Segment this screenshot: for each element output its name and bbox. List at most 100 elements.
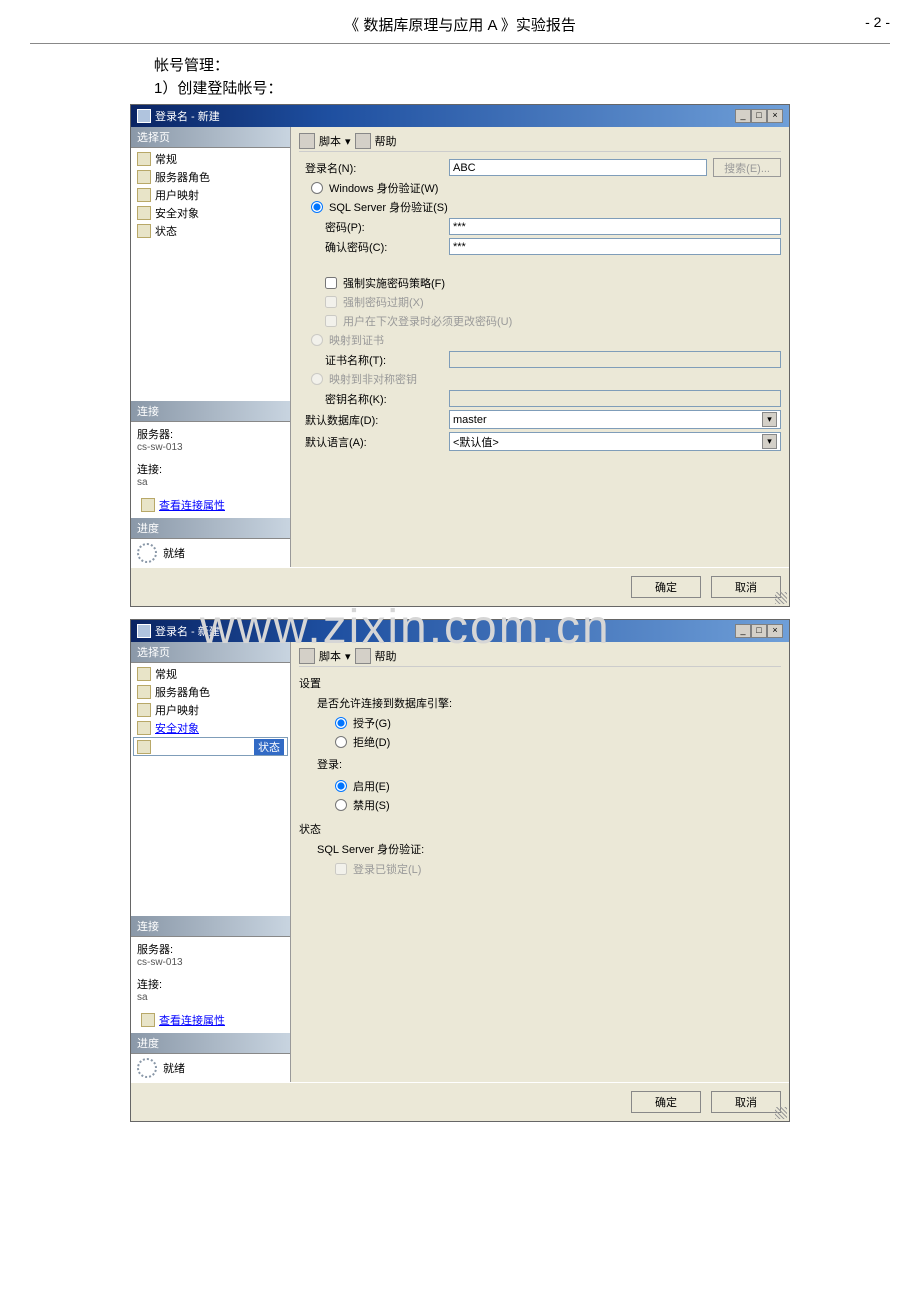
page-icon	[137, 740, 151, 754]
sidebar-header-select: 选择页	[131, 642, 290, 663]
auth-sql-radio[interactable]: SQL Server 身份验证(S)	[299, 199, 781, 215]
page-number: - 2 -	[865, 14, 890, 30]
progress-icon	[137, 543, 157, 563]
script-button[interactable]: 脚本	[319, 648, 341, 664]
resize-grip[interactable]	[775, 592, 787, 604]
titlebar[interactable]: 登录名 - 新建 _ □ ×	[131, 620, 789, 642]
app-icon	[137, 624, 151, 638]
map-key-radio: 映射到非对称密钥	[299, 371, 781, 387]
page-title: 《 数据库原理与应用 A 》实验报告	[344, 17, 576, 34]
connection-label: 连接:	[137, 976, 284, 992]
sidebar-item-status[interactable]: 状态	[133, 222, 288, 240]
must-change-checkbox: 用户在下次登录时必须更改密码(U)	[299, 313, 781, 329]
confirm-password-input[interactable]	[449, 238, 781, 255]
help-button[interactable]: 帮助	[375, 133, 397, 149]
close-button[interactable]: ×	[767, 109, 783, 123]
cert-name-input	[449, 351, 781, 368]
link-icon	[141, 1013, 155, 1027]
sidebar-item-securables[interactable]: 安全对象	[133, 204, 288, 222]
link-icon	[141, 498, 155, 512]
sql-auth-label: SQL Server 身份验证:	[299, 841, 781, 857]
sidebar-item-server-roles[interactable]: 服务器角色	[133, 168, 288, 186]
sidebar-item-user-mapping[interactable]: 用户映射	[133, 186, 288, 204]
close-button[interactable]: ×	[767, 624, 783, 638]
status-heading: 状态	[299, 821, 781, 837]
progress-status: 就绪	[163, 545, 185, 561]
script-icon	[299, 648, 315, 664]
sidebar-item-server-roles[interactable]: 服务器角色	[133, 683, 288, 701]
server-label: 服务器:	[137, 426, 284, 442]
enforce-policy-checkbox[interactable]: 强制实施密码策略(F)	[299, 275, 781, 291]
page-icon	[137, 206, 151, 220]
cancel-button[interactable]: 取消	[711, 1091, 781, 1113]
confirm-password-label: 确认密码(C):	[299, 239, 449, 255]
default-db-select[interactable]: master▾	[449, 410, 781, 429]
chevron-down-icon: ▾	[762, 434, 777, 449]
connection-label: 连接:	[137, 461, 284, 477]
map-cert-radio: 映射到证书	[299, 332, 781, 348]
connection-value: sa	[137, 477, 284, 488]
help-button[interactable]: 帮助	[375, 648, 397, 664]
minimize-button[interactable]: _	[735, 109, 751, 123]
script-icon	[299, 133, 315, 149]
page-icon	[137, 685, 151, 699]
app-icon	[137, 109, 151, 123]
server-value: cs-sw-013	[137, 442, 284, 453]
page-icon	[137, 703, 151, 717]
ok-button[interactable]: 确定	[631, 1091, 701, 1113]
help-icon	[355, 648, 371, 664]
password-label: 密码(P):	[299, 219, 449, 235]
titlebar[interactable]: 登录名 - 新建 _ □ ×	[131, 105, 789, 127]
grant-radio[interactable]: 授予(G)	[299, 715, 781, 731]
section-subheading: 1）创建登陆帐号：	[0, 75, 920, 98]
sidebar-item-user-mapping[interactable]: 用户映射	[133, 701, 288, 719]
view-connection-link[interactable]: 查看连接属性	[159, 1012, 225, 1028]
search-button: 搜索(E)...	[713, 158, 781, 177]
locked-checkbox: 登录已锁定(L)	[299, 861, 781, 877]
server-label: 服务器:	[137, 941, 284, 957]
cancel-button[interactable]: 取消	[711, 576, 781, 598]
password-input[interactable]	[449, 218, 781, 235]
script-button[interactable]: 脚本	[319, 133, 341, 149]
server-value: cs-sw-013	[137, 957, 284, 968]
allow-conn-label: 是否允许连接到数据库引擎:	[299, 695, 781, 711]
sidebar-item-securables[interactable]: 安全对象	[133, 719, 288, 737]
section-heading: 帐号管理：	[0, 52, 920, 75]
sidebar-header-progress: 进度	[131, 518, 290, 539]
enable-radio[interactable]: 启用(E)	[299, 778, 781, 794]
window-title: 登录名 - 新建	[155, 623, 220, 639]
page-icon	[137, 721, 151, 735]
enforce-expiry-checkbox: 强制密码过期(X)	[299, 294, 781, 310]
default-lang-label: 默认语言(A):	[299, 434, 449, 450]
ok-button[interactable]: 确定	[631, 576, 701, 598]
sidebar-item-general[interactable]: 常规	[133, 665, 288, 683]
resize-grip[interactable]	[775, 1107, 787, 1119]
chevron-down-icon: ▾	[762, 412, 777, 427]
sidebar-item-status[interactable]: 状态	[133, 737, 288, 756]
page-icon	[137, 188, 151, 202]
default-lang-select[interactable]: <默认值>▾	[449, 432, 781, 451]
key-name-input	[449, 390, 781, 407]
page-icon	[137, 667, 151, 681]
login-name-label: 登录名(N):	[299, 160, 449, 176]
maximize-button[interactable]: □	[751, 624, 767, 638]
main-panel: 脚本 ▾ 帮助 设置 是否允许连接到数据库引擎: 授予(G) 拒绝(D) 登录:…	[291, 642, 789, 1082]
login-name-input[interactable]	[449, 159, 707, 176]
page-icon	[137, 170, 151, 184]
login-section-label: 登录:	[299, 756, 781, 772]
sidebar-header-progress: 进度	[131, 1033, 290, 1054]
sidebar-header-connection: 连接	[131, 916, 290, 937]
minimize-button[interactable]: _	[735, 624, 751, 638]
progress-status: 就绪	[163, 1060, 185, 1076]
window-title: 登录名 - 新建	[155, 108, 220, 124]
sidebar: 选择页 常规 服务器角色 用户映射 安全对象 状态 连接 服务器: cs-sw-…	[131, 642, 291, 1082]
disable-radio[interactable]: 禁用(S)	[299, 797, 781, 813]
sidebar-item-general[interactable]: 常规	[133, 150, 288, 168]
page-icon	[137, 224, 151, 238]
sidebar-header-connection: 连接	[131, 401, 290, 422]
view-connection-link[interactable]: 查看连接属性	[159, 497, 225, 513]
auth-windows-radio[interactable]: Windows 身份验证(W)	[299, 180, 781, 196]
deny-radio[interactable]: 拒绝(D)	[299, 734, 781, 750]
maximize-button[interactable]: □	[751, 109, 767, 123]
login-dialog-general: 登录名 - 新建 _ □ × 选择页 常规 服务器角色 用户映射 安全对象 状态…	[130, 104, 790, 607]
